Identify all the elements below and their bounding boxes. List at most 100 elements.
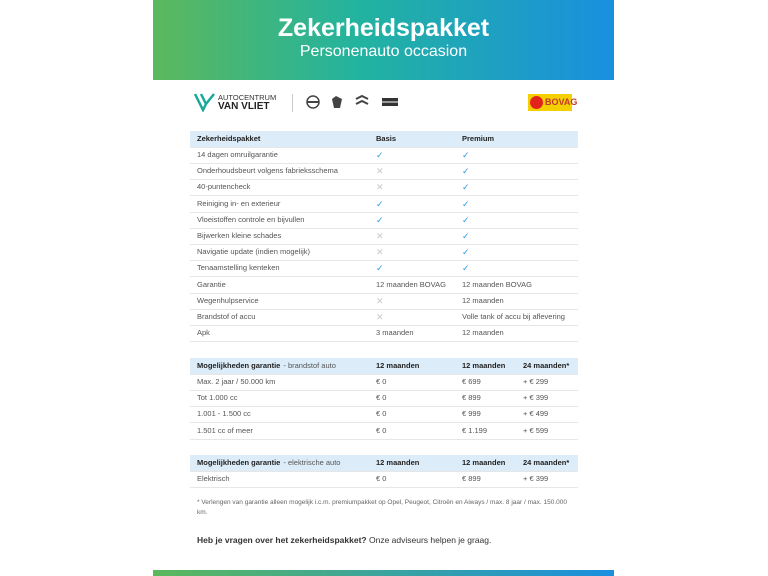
table-cell: 12 maanden BOVAG [376,279,446,289]
table-cell: ✓ [462,263,470,274]
table-cell: ✕ [376,312,384,322]
footer-strip [153,570,614,576]
table-row: Bijwerken kleine schades ✕ ✓ [190,228,578,245]
table-cell: ✓ [462,182,470,193]
table-cell: 40-puntencheck [197,182,251,192]
warranty-title: Mogelijkheden garantie - brandstof auto [197,358,336,374]
table-cell: ✕ [376,231,384,241]
warranty-cell: € 999 [462,409,481,419]
table-row: Reiniging in- en exterieur ✓ ✓ [190,196,578,213]
warranty-cell: + € 499 [523,409,549,419]
dealer-name-1: AUTOCENTRUM [218,93,277,102]
dealer-name-2: VAN VLIET [218,101,270,112]
table-row: Onderhoudsbeurt volgens fabrieksschema ✕ ✓ [190,163,578,181]
bovag-logo: BOVAG [528,94,577,111]
table-cell: ✓ [376,263,384,274]
warranty-cell: € 1.199 [462,425,488,435]
warranty-cell: Tot 1.000 cc [197,393,238,403]
table-cell: ✓ [376,198,384,209]
warranty-row: 1.501 cc of meer € 0 € 1.199 + € 599 [190,423,578,440]
warranty-header: Mogelijkheden garantie - elektrische auto… [190,455,578,472]
warranty-cell: € 699 [462,377,481,386]
table-cell: 14 dagen omruilgarantie [197,150,278,159]
table-cell: Bijwerken kleine schades [197,231,282,240]
column-header: 12 maanden [462,458,506,467]
table-cell: ✓ [376,214,384,225]
table-cell: ✕ [376,182,384,193]
table-cell: ✕ [376,166,384,177]
warranty-cell: + € 299 [523,377,549,386]
table-row: Tenaamstelling kenteken ✓ ✓ [190,260,578,278]
table-row: 40-puntencheck ✕ ✓ [190,179,578,197]
table-cell: Brandstof of accu [197,312,256,321]
warranty-cell: Elektrisch [197,474,230,483]
table-cell: ✓ [462,214,470,225]
bovag-text: BOVAG [545,97,578,107]
warranty-row: Max. 2 jaar / 50.000 km € 0 € 699 + € 299 [190,374,578,391]
table-header: Zekerheidspakket Basis Premium [190,131,578,148]
table-cell: 12 maanden [462,328,504,338]
bovag-mark [530,96,543,109]
table-cell: Apk [197,328,210,338]
contact-question: Heb je vragen over het zekerheidspakket? [197,535,367,545]
table-cell: ✓ [462,166,470,177]
title: Zekerheidspakket [277,14,490,42]
table-cell: ✓ [462,150,470,160]
brand-logos [306,94,398,109]
warranty-title-sub: - elektrische auto [283,458,341,467]
warranty-row: 1.001 - 1.500 cc € 0 € 999 + € 499 [190,406,578,424]
warranty-cell: 1.501 cc of meer [197,425,253,435]
warranty-title-main: Mogelijkheden garantie [197,458,281,467]
warranty-cell: € 0 [376,409,387,419]
warranty-cell: + € 399 [523,393,549,403]
table-cell: Garantie [197,279,226,289]
table-cell: Navigatie update (indien mogelijk) [197,247,310,257]
warranty-cell: € 0 [376,377,387,386]
table-row: Vloeistoffen controle en bijvullen ✓ ✓ [190,212,578,229]
table-cell: ✓ [462,247,470,258]
table-cell: 3 maanden [376,328,414,338]
dealer-icon [194,93,215,112]
contact: Heb je vragen over het zekerheidspakket?… [197,535,491,545]
warranty-cell: € 0 [376,425,387,435]
warranty-cell: + € 399 [523,474,549,483]
warranty-header: Mogelijkheden garantie - brandstof auto 12… [190,358,578,375]
table-cell: Reiniging in- en exterieur [197,198,281,208]
table-cell: Tenaamstelling kenteken [197,263,280,273]
warranty-cell: + € 599 [523,425,549,435]
table-cell: 12 maanden BOVAG [462,279,532,289]
warranty-cell: € 0 [376,474,387,483]
header-cell: Zekerheidspakket [197,134,261,143]
table-cell: ✓ [462,231,470,241]
hero-banner: Zekerheidspakket Personenauto occasion [153,0,614,80]
warranty-cell: Max. 2 jaar / 50.000 km [197,377,276,386]
table-row: 14 dagen omruilgarantie ✓ ✓ [190,147,578,164]
warranty-cell: 1.001 - 1.500 cc [197,409,251,419]
table-row: Apk 3 maanden 12 maanden [190,325,578,343]
warranty-title-main: Mogelijkheden garantie [197,361,281,370]
divider [292,94,293,112]
header-cell: Premium [462,134,495,143]
table-cell: Volle tank of accu bij aflevering [462,312,565,321]
contact-answer: Onze adviseurs helpen je graag. [368,535,492,545]
warranty-title-sub: - brandstof auto [283,361,336,370]
warranty-title: Mogelijkheden garantie - elektrische auto [197,455,340,471]
table-cell: Onderhoudsbeurt volgens fabrieksschema [197,166,338,176]
warranty-row: Elektrisch € 0 € 899 + € 399 [190,471,578,488]
column-header: 24 maanden* [523,361,570,370]
table-row: Garantie 12 maanden BOVAG 12 maanden BOVAG [190,277,578,294]
column-header: 12 maanden [462,361,506,370]
column-header: 12 maanden [376,361,420,370]
warranty-cell: € 0 [376,393,387,403]
table-cell: Wegenhulpservice [197,295,259,305]
table-cell: 12 maanden [462,295,504,305]
subtitle: Personenauto occasion [299,43,468,60]
table-cell: ✕ [376,295,384,306]
table-row: Wegenhulpservice ✕ 12 maanden [190,293,578,310]
table-cell: ✓ [462,198,470,209]
warranty-cell: € 899 [462,393,481,403]
table-cell: ✕ [376,247,384,258]
footnote: * Verlengen van garantie alleen mogelijk… [197,499,567,516]
warranty-cell: € 899 [462,474,481,483]
